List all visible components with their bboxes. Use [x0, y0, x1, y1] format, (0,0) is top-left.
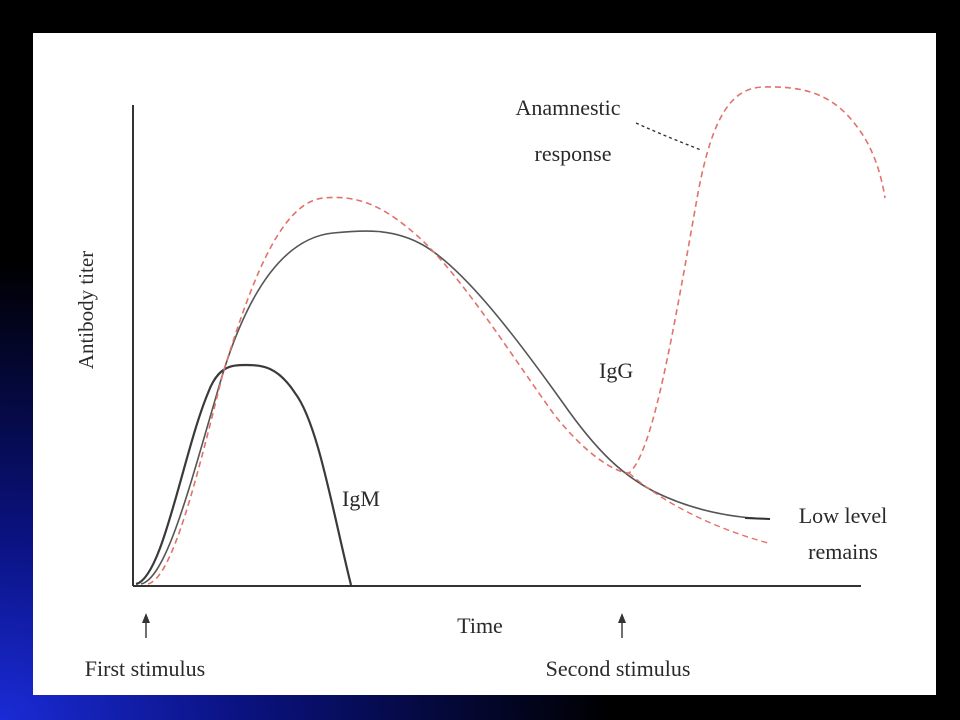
- y-axis-label: Antibody titer: [74, 251, 98, 369]
- igm-label: IgM: [342, 486, 380, 511]
- igg-label: IgG: [599, 358, 633, 383]
- x-axis-label: Time: [457, 613, 503, 638]
- first-stimulus-arrow: [142, 613, 150, 638]
- slide: Antibody titer Anamnestic response IgG I…: [33, 33, 936, 695]
- low-level-label-line2: remains: [808, 539, 878, 564]
- anamnestic-label-line2: response: [535, 141, 612, 166]
- second-stimulus-arrow: [618, 613, 626, 638]
- anamnestic-label-line1: Anamnestic: [515, 95, 620, 120]
- second-stimulus-label: Second stimulus: [546, 656, 691, 681]
- igm-curve: [135, 363, 353, 586]
- igg-curve: [140, 230, 771, 585]
- anamnestic-callout-line: [635, 122, 702, 151]
- low-level-label-line1: Low level: [799, 503, 888, 528]
- antibody-response-diagram: Antibody titer Anamnestic response IgG I…: [74, 86, 888, 681]
- anamnestic-tail: [628, 472, 769, 544]
- anamnestic-curve: [147, 86, 886, 585]
- igg-low-level-tail: [744, 517, 771, 520]
- first-stimulus-label: First stimulus: [85, 656, 205, 681]
